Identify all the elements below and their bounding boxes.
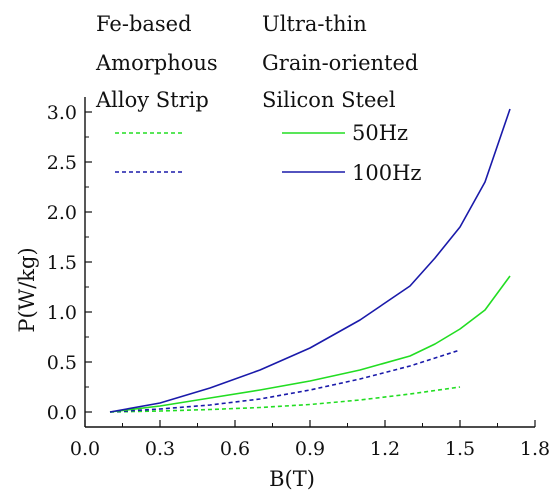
y-tick-label: 2.0	[47, 202, 77, 224]
y-axis-label: P(W/kg)	[15, 247, 39, 332]
x-tick-label: 1.2	[370, 438, 400, 460]
legend-title-amorphous-1: Fe-based	[96, 12, 192, 36]
y-tick-label: 0.5	[47, 352, 77, 374]
legend-label-100hz: 100Hz	[352, 161, 421, 185]
series-line-silicon-100hz	[109, 108, 511, 413]
x-tick-label: 1.8	[520, 438, 550, 460]
y-tick-label: 3.0	[47, 102, 77, 124]
x-tick-label: 0.0	[70, 438, 100, 460]
series-line-amorphous-100hz	[109, 349, 461, 413]
y-tick-label: 1.5	[47, 252, 77, 274]
x-tick-label: 0.6	[220, 438, 250, 460]
legend-title-amorphous-3: Alloy Strip	[95, 88, 209, 112]
legend-title-silicon-2: Grain-oriented	[262, 51, 418, 75]
x-tick-label: 0.9	[295, 438, 325, 460]
series-line-silicon-50hz	[109, 275, 511, 413]
series-line-amorphous-50hz	[109, 386, 461, 413]
x-axis-label: B(T)	[269, 467, 315, 491]
y-tick-label: 0.0	[47, 402, 77, 424]
legend-label-50hz: 50Hz	[352, 121, 408, 145]
legend-titles: Fe-based Amorphous Alloy Strip Ultra-thi…	[95, 12, 418, 112]
legend-title-silicon-1: Ultra-thin	[262, 12, 367, 36]
legend: 50Hz 100Hz	[115, 121, 421, 185]
x-tick-label: 0.3	[145, 438, 175, 460]
y-tick-label: 1.0	[47, 302, 77, 324]
legend-title-amorphous-2: Amorphous	[95, 51, 218, 75]
y-tick-label: 2.5	[47, 152, 77, 174]
x-tick-label: 1.5	[445, 438, 475, 460]
legend-title-silicon-3: Silicon Steel	[262, 88, 396, 112]
